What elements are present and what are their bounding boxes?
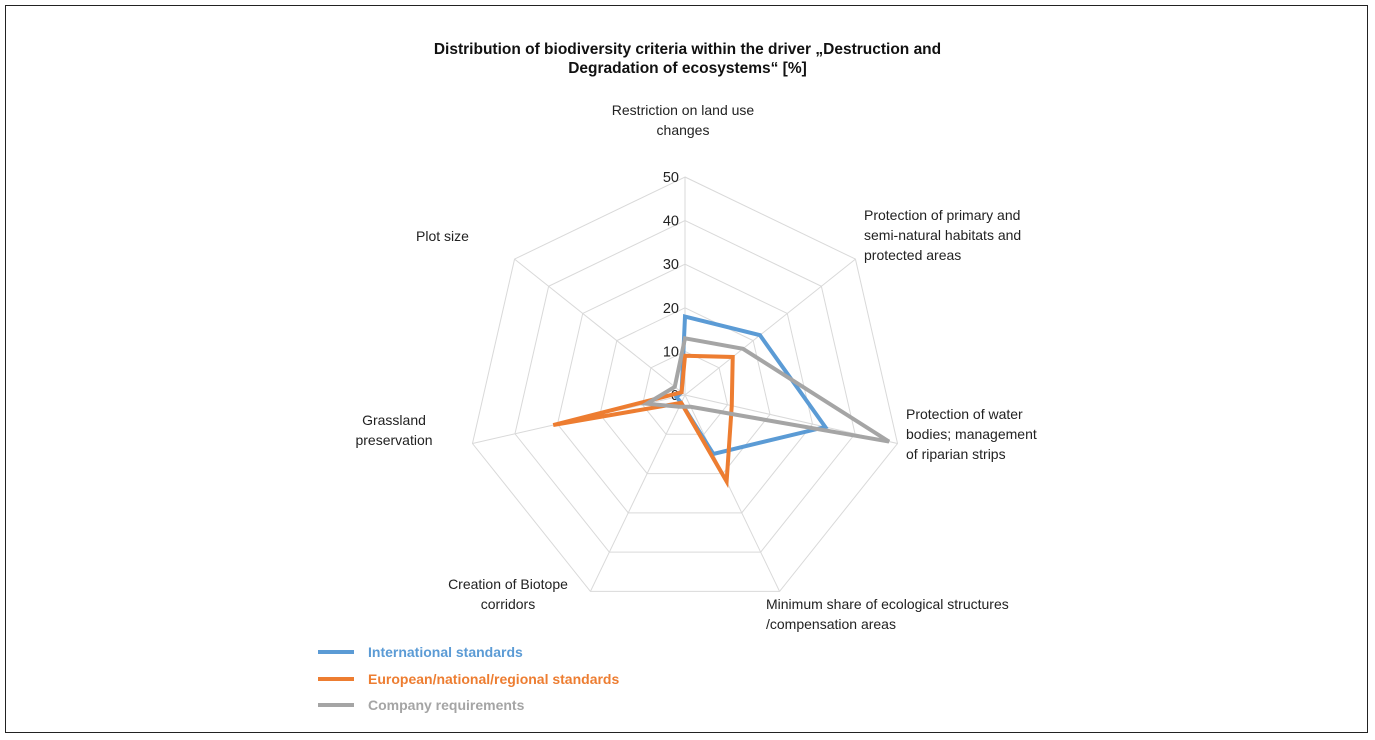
- legend-item-company: Company requirements: [318, 695, 524, 715]
- category-label: corridors: [481, 596, 535, 612]
- category-label: Minimum share of ecological structures: [766, 596, 1009, 612]
- axis-tick-label: 20: [663, 301, 679, 317]
- category-label: Restriction on land use: [612, 102, 755, 118]
- series-line-2: [640, 336, 891, 444]
- legend-label-international: International standards: [368, 644, 523, 660]
- grid-spoke: [514, 258, 686, 396]
- chart-title-line-2: Degradation of ecosystems“ [%]: [568, 60, 807, 77]
- legend-label-european: European/national/regional standards: [368, 671, 620, 687]
- grid-ring: [641, 350, 729, 435]
- grid-ring: [471, 176, 899, 592]
- category-label: of riparian strips: [906, 446, 1006, 462]
- legend-item-european: European/national/regional standards: [318, 669, 619, 689]
- grid-spoke: [684, 394, 781, 592]
- legend-swatch-company: [318, 703, 354, 707]
- grid-ring: [556, 263, 814, 514]
- grid-spoke: [589, 394, 686, 592]
- category-label: semi-natural habitats and: [864, 227, 1021, 243]
- chart-title: Distribution of biodiversity criteria wi…: [0, 40, 1375, 78]
- category-label: Protection of water: [906, 406, 1023, 422]
- axis-tick-label: 50: [663, 170, 679, 186]
- category-label: bodies; management: [906, 426, 1037, 442]
- category-label: Plot size: [416, 228, 469, 244]
- category-label: preservation: [355, 432, 432, 448]
- legend-item-international: International standards: [318, 642, 523, 662]
- series-line-1: [552, 353, 735, 489]
- legend-label-company: Company requirements: [368, 697, 525, 713]
- category-label: Protection of primary and: [864, 207, 1020, 223]
- axis-tick-label: 10: [663, 344, 679, 360]
- category-label: Creation of Biotope: [448, 576, 568, 592]
- axis-tick-label: 30: [663, 257, 679, 273]
- category-label: Grassland: [362, 412, 426, 428]
- legend-swatch-european: [318, 677, 354, 681]
- category-label: /compensation areas: [766, 616, 896, 632]
- chart-title-line-1: Distribution of biodiversity criteria wi…: [433, 41, 942, 58]
- category-label: protected areas: [864, 247, 961, 263]
- chart-frame: [5, 5, 1368, 733]
- axis-tick-label: 40: [663, 214, 679, 230]
- legend-swatch-international: [318, 650, 354, 654]
- grid-ring: [599, 307, 771, 475]
- grid-ring: [514, 220, 856, 553]
- category-label: changes: [657, 122, 710, 138]
- grid-spoke: [684, 258, 856, 396]
